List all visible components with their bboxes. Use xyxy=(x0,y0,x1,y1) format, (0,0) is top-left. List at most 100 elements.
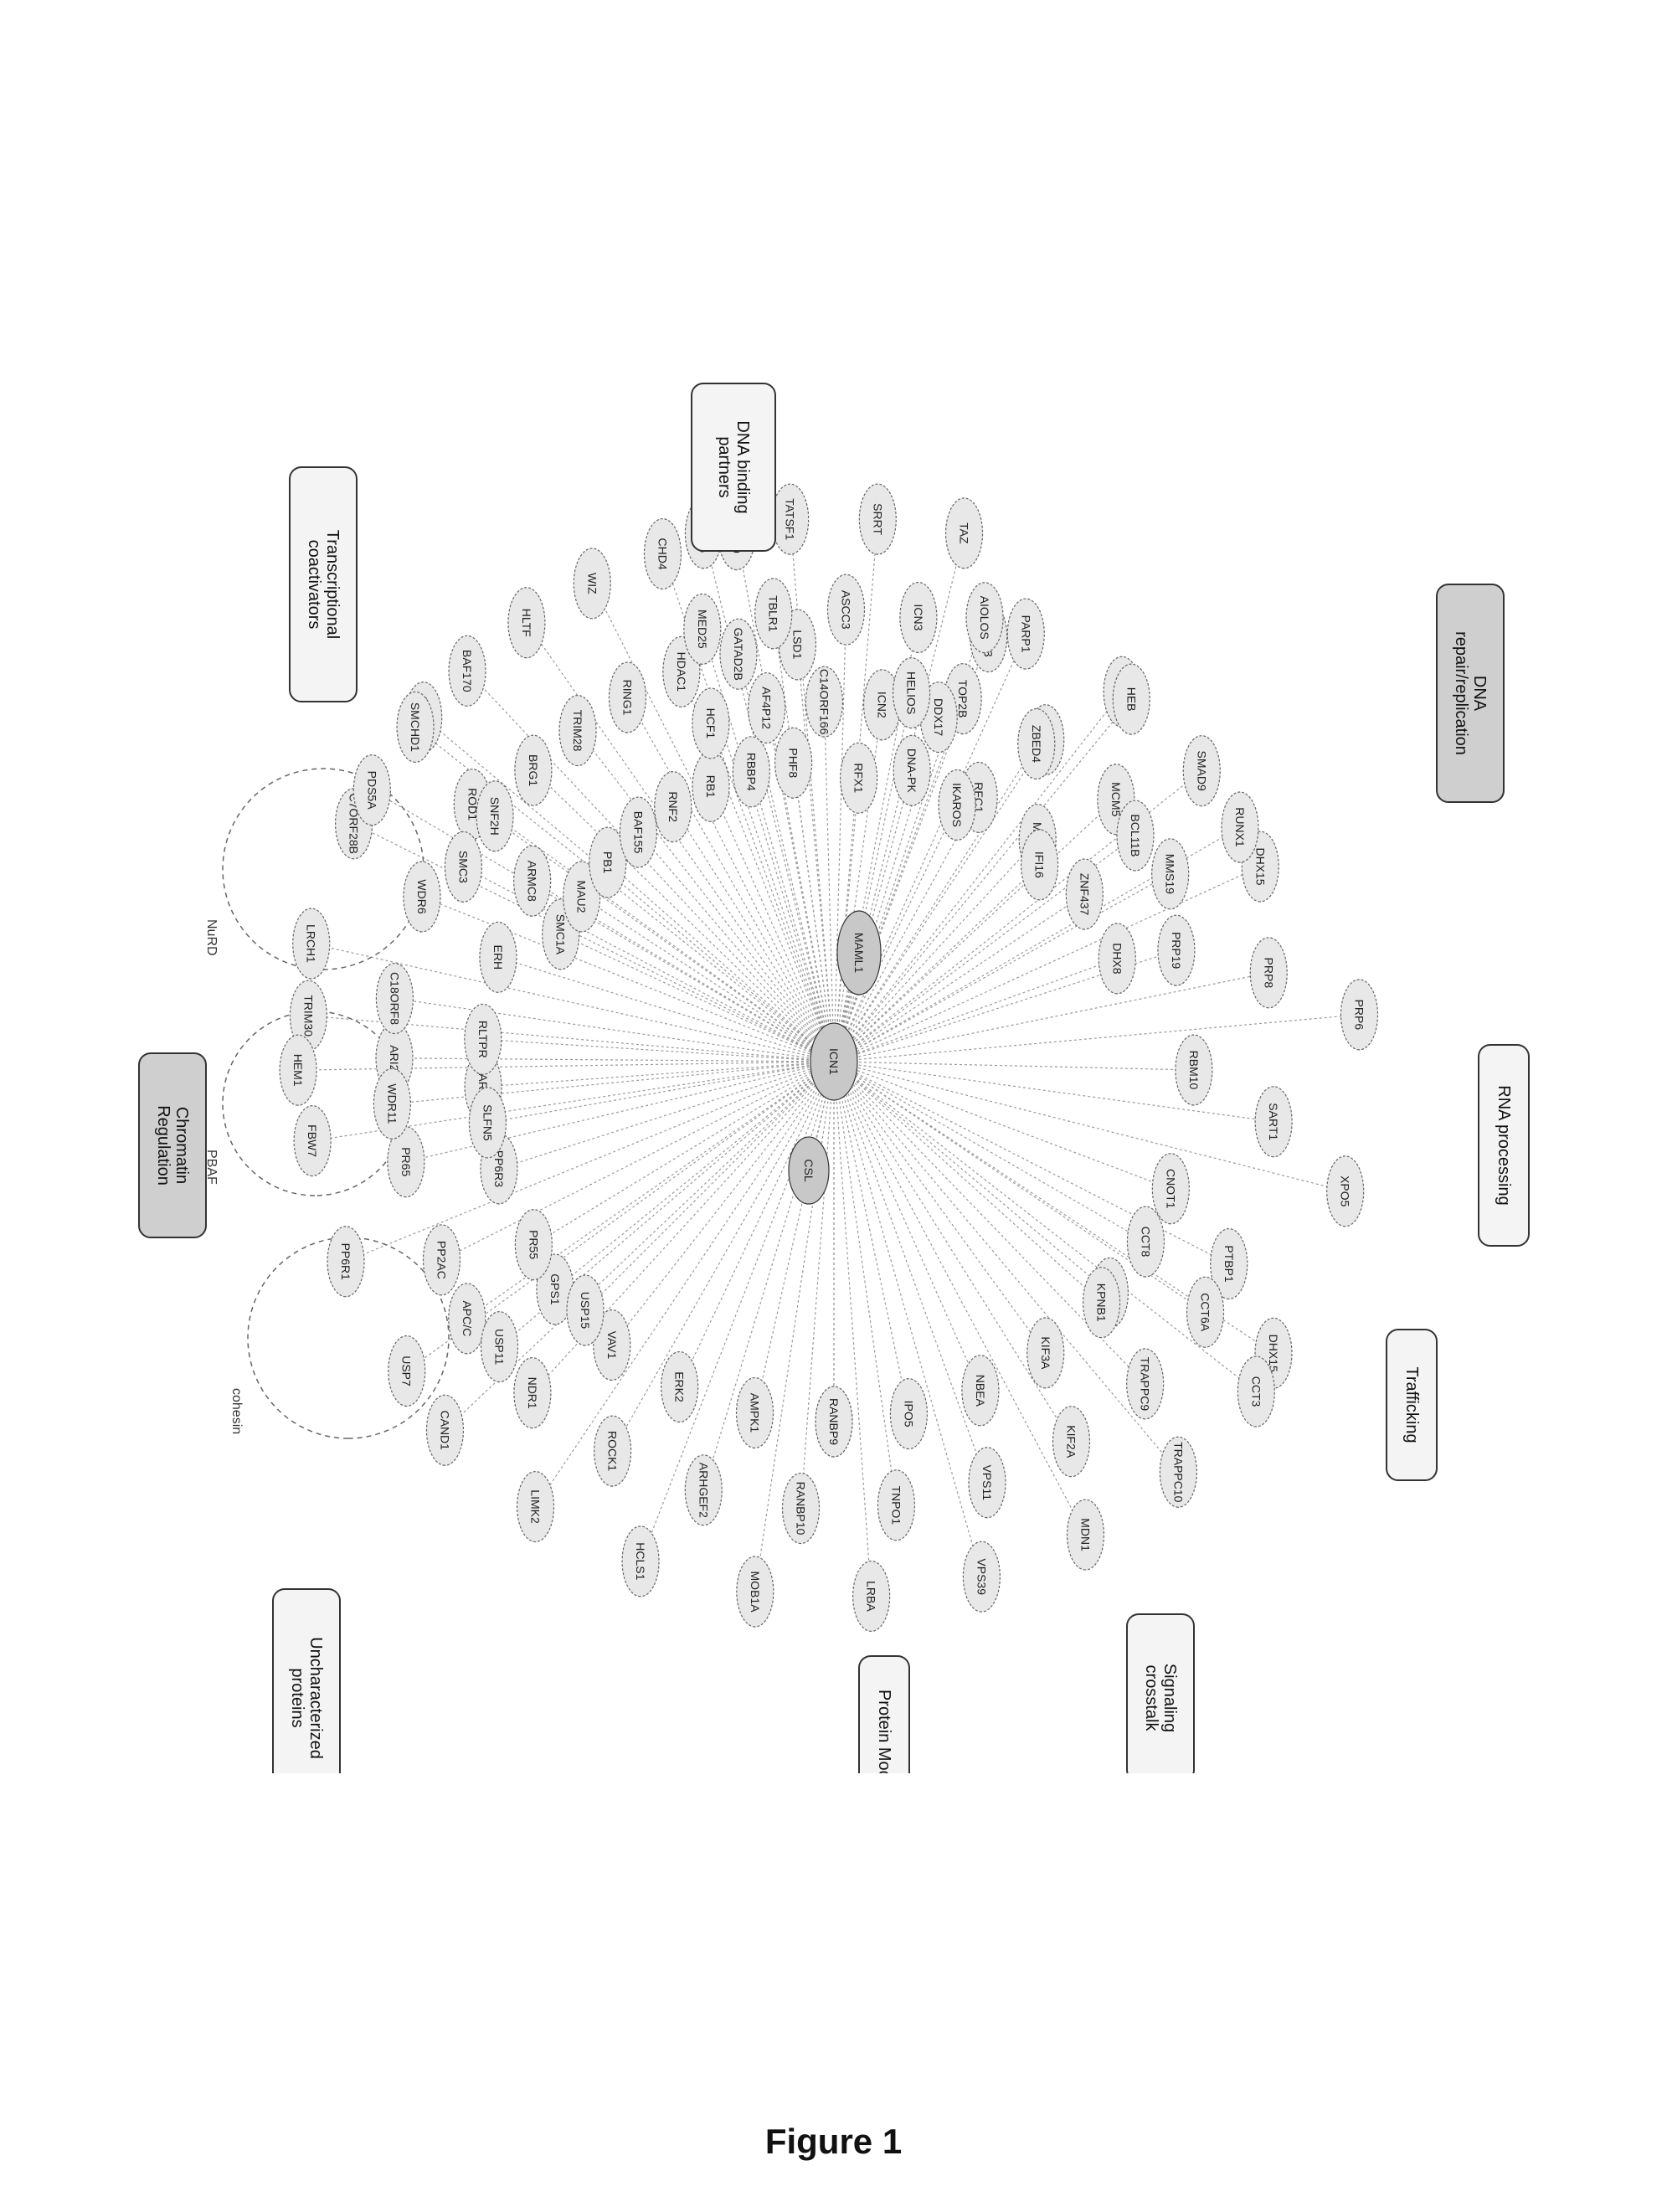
node-wdr11: WDR11 xyxy=(373,1069,410,1139)
svg-text:TAZ: TAZ xyxy=(957,522,970,544)
svg-text:WIZ: WIZ xyxy=(585,573,599,594)
complex-label-nurd: NuRD xyxy=(204,919,219,956)
category-dna-repair-replication: DNArepair/replication xyxy=(1437,584,1504,802)
svg-text:USP7: USP7 xyxy=(399,1355,413,1386)
node-tblr1: TBLR1 xyxy=(754,579,791,649)
svg-text:PP6R1: PP6R1 xyxy=(339,1243,352,1281)
svg-text:Regulation: Regulation xyxy=(154,1105,172,1186)
category-trafficking: Trafficking xyxy=(1387,1330,1437,1480)
node-hem1: HEM1 xyxy=(280,1035,316,1105)
svg-text:TBLR1: TBLR1 xyxy=(766,595,779,632)
svg-text:RBM10: RBM10 xyxy=(1186,1051,1200,1090)
svg-text:Uncharacterized: Uncharacterized xyxy=(306,1637,325,1759)
node-mdn1: MDN1 xyxy=(1067,1500,1104,1570)
category-transcriptional-coactivators: Transcriptionalcoactivators xyxy=(290,467,357,702)
svg-text:PR65: PR65 xyxy=(399,1147,412,1176)
node-mms19: MMS19 xyxy=(1151,839,1188,909)
svg-text:HEB: HEB xyxy=(1124,687,1138,712)
node-cct6a: CCT6A xyxy=(1186,1277,1223,1347)
svg-text:LIMK2: LIMK2 xyxy=(528,1489,542,1524)
node-ifi16: IFI16 xyxy=(1021,830,1057,900)
node-ipo5: IPO5 xyxy=(890,1379,927,1449)
node-wiz: WIZ xyxy=(574,548,610,619)
node-phf8: PHF8 xyxy=(774,728,811,798)
node-apc-c: APC/C xyxy=(448,1283,485,1354)
svg-text:ASCC3: ASCC3 xyxy=(839,590,852,630)
svg-text:ZBED4: ZBED4 xyxy=(1029,725,1042,763)
svg-text:CHD4: CHD4 xyxy=(656,538,669,570)
svg-text:VPS39: VPS39 xyxy=(975,1559,988,1596)
svg-text:KPNB1: KPNB1 xyxy=(1094,1283,1108,1322)
svg-text:RANBP9: RANBP9 xyxy=(827,1398,841,1445)
node-lrch1: LRCH1 xyxy=(292,908,329,979)
svg-text:CCT6A: CCT6A xyxy=(1198,1293,1212,1332)
node-cct8: CCT8 xyxy=(1127,1206,1164,1277)
svg-text:SMCHD1: SMCHD1 xyxy=(409,702,422,752)
category-dna-binding-partners: DNA bindingpartners xyxy=(692,383,775,551)
node-maml1: MAML1 xyxy=(837,911,881,995)
svg-text:Protein Modifiers: Protein Modifiers xyxy=(875,1690,893,1773)
svg-text:Trafficking: Trafficking xyxy=(1402,1367,1421,1443)
svg-text:WDR6: WDR6 xyxy=(414,880,428,914)
svg-text:VPS11: VPS11 xyxy=(980,1465,993,1501)
node-srrt: SRRT xyxy=(859,484,896,554)
svg-text:ERH: ERH xyxy=(491,945,504,970)
svg-text:VAV1: VAV1 xyxy=(605,1331,618,1360)
node-znf437: ZNF437 xyxy=(1066,859,1103,929)
node-smc3: SMC3 xyxy=(445,832,481,903)
node-pp2ac: PP2AC xyxy=(423,1225,460,1295)
node-baf155: BAF155 xyxy=(620,797,656,867)
svg-text:ARHGEF2: ARHGEF2 xyxy=(697,1463,710,1518)
svg-text:ICN2: ICN2 xyxy=(875,692,888,718)
svg-text:SMC3: SMC3 xyxy=(456,851,470,883)
svg-text:IKAROS: IKAROS xyxy=(950,783,964,827)
svg-text:MAU2: MAU2 xyxy=(574,881,588,913)
node-smchd1: SMCHD1 xyxy=(397,692,434,763)
node-rnf2: RNF2 xyxy=(654,772,691,842)
svg-text:LRBA: LRBA xyxy=(864,1581,877,1612)
node-cand1: CAND1 xyxy=(426,1395,463,1465)
svg-text:CSL: CSL xyxy=(802,1160,815,1182)
svg-text:DNA binding: DNA binding xyxy=(733,421,752,514)
svg-text:ERK2: ERK2 xyxy=(672,1371,686,1402)
svg-text:MED25: MED25 xyxy=(695,610,708,649)
node-trappc9: TRAPPC9 xyxy=(1126,1349,1163,1419)
node-zbed4: ZBED4 xyxy=(1017,709,1054,779)
svg-text:CAND1: CAND1 xyxy=(438,1411,451,1451)
node-hcf1: HCF1 xyxy=(692,688,728,759)
node-lrba: LRBA xyxy=(852,1561,889,1632)
svg-text:PRP8: PRP8 xyxy=(1262,958,1275,989)
node-dna-pk: DNA-PK xyxy=(893,735,930,805)
node-med25: MED25 xyxy=(683,594,720,665)
node-ndr1: NDR1 xyxy=(513,1358,550,1428)
node-kif3a: KIF3A xyxy=(1026,1318,1063,1388)
svg-text:GATAD2B: GATAD2B xyxy=(731,628,744,681)
svg-text:CNOT1: CNOT1 xyxy=(1164,1169,1177,1209)
category-signaling-crosstalk: Signalingcrosstalk xyxy=(1127,1614,1194,1773)
node-cct3: CCT3 xyxy=(1237,1356,1274,1427)
svg-text:RANBP10: RANBP10 xyxy=(794,1482,807,1536)
complex-label-cohesin: cohesin xyxy=(229,1388,244,1434)
svg-text:IFI16: IFI16 xyxy=(1032,851,1046,878)
svg-text:HDAC1: HDAC1 xyxy=(674,652,687,692)
svg-text:AF4P12: AF4P12 xyxy=(759,687,773,729)
node-sart1: SART1 xyxy=(1255,1087,1292,1157)
svg-text:AMPK1: AMPK1 xyxy=(748,1393,761,1433)
node-chd4: CHD4 xyxy=(644,519,681,589)
svg-text:partners: partners xyxy=(715,436,733,497)
node-runx1: RUNX1 xyxy=(1221,792,1258,862)
node-aiolos: AIOLOS xyxy=(966,583,1003,653)
svg-text:crosstalk: crosstalk xyxy=(1142,1665,1160,1732)
category-uncharacterized-proteins: Uncharacterizedproteins xyxy=(273,1589,340,1773)
svg-text:ARMC8: ARMC8 xyxy=(525,861,538,902)
svg-text:RING1: RING1 xyxy=(620,680,634,716)
svg-text:DNA: DNA xyxy=(1470,676,1489,712)
svg-text:APC/C: APC/C xyxy=(460,1301,473,1337)
svg-text:HCLS1: HCLS1 xyxy=(634,1542,647,1580)
svg-text:PP2AC: PP2AC xyxy=(435,1241,448,1279)
svg-text:repair/replication: repair/replication xyxy=(1452,631,1470,755)
node-hltf: HLTF xyxy=(507,588,544,658)
svg-text:ARI2: ARI2 xyxy=(388,1045,401,1071)
node-trim28: TRIM28 xyxy=(559,696,596,766)
svg-text:CCT3: CCT3 xyxy=(1249,1376,1263,1407)
